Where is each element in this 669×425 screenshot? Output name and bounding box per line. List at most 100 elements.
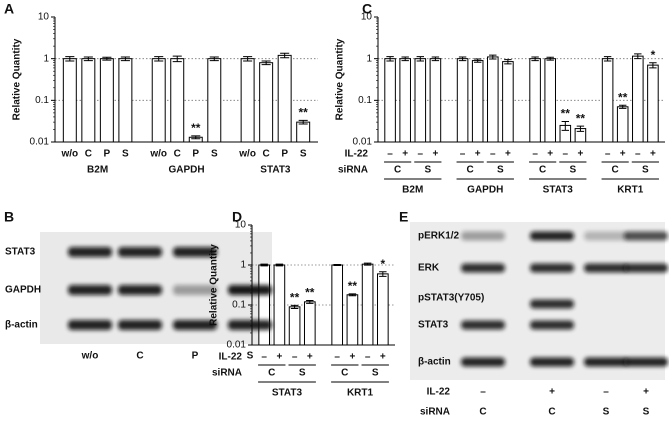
sirna-label: C bbox=[548, 407, 555, 418]
sirna-label: S bbox=[299, 368, 306, 379]
il22-label: + bbox=[547, 149, 553, 160]
il22-label: + bbox=[432, 149, 438, 160]
blot-band bbox=[118, 247, 162, 257]
blot-row-label: ERK bbox=[418, 263, 440, 274]
blot-band bbox=[173, 285, 217, 295]
error-bar bbox=[619, 104, 627, 109]
error-bar bbox=[473, 58, 482, 63]
error-bar bbox=[191, 135, 201, 140]
y-axis-label: Relative Quantity bbox=[209, 244, 220, 326]
row-label: IL-22 bbox=[219, 352, 243, 363]
il22-label: – bbox=[418, 149, 424, 160]
blot-band bbox=[173, 247, 217, 257]
il22-label: – bbox=[563, 149, 569, 160]
bar bbox=[331, 264, 344, 346]
row-label: siRNA bbox=[338, 165, 368, 176]
error-bar bbox=[120, 56, 130, 62]
bar bbox=[529, 58, 541, 143]
il22-label: – bbox=[603, 387, 609, 398]
blot-band bbox=[68, 247, 112, 257]
bar bbox=[544, 58, 556, 143]
group-label: GAPDH bbox=[168, 165, 204, 176]
bar bbox=[632, 55, 644, 143]
error-bar bbox=[298, 119, 308, 125]
blot-band bbox=[228, 285, 272, 295]
panel-label: D bbox=[232, 209, 242, 225]
bar bbox=[377, 273, 389, 346]
row-label: IL-22 bbox=[345, 149, 369, 160]
error-bar bbox=[363, 262, 372, 266]
error-bar bbox=[649, 62, 657, 69]
il22-label: + bbox=[402, 149, 408, 160]
significance: * bbox=[651, 48, 656, 62]
significance: ** bbox=[290, 291, 300, 305]
bar bbox=[456, 58, 469, 143]
blot-row-label: STAT3 bbox=[5, 247, 36, 258]
bar bbox=[81, 58, 96, 143]
bar bbox=[277, 54, 292, 143]
x-tick-label: P bbox=[192, 149, 199, 160]
sirna-label: S bbox=[642, 165, 649, 176]
significance: * bbox=[380, 257, 385, 271]
significance: ** bbox=[618, 90, 628, 104]
significance: ** bbox=[576, 111, 586, 125]
bar bbox=[62, 58, 77, 143]
lane-label: S bbox=[247, 351, 254, 362]
bar bbox=[346, 294, 359, 346]
x-tick-label: P bbox=[281, 149, 288, 160]
blot-band bbox=[530, 320, 574, 330]
sirna-label: C bbox=[612, 165, 619, 176]
blot-band bbox=[461, 231, 505, 241]
bar bbox=[399, 58, 411, 143]
row-label: siRNA bbox=[212, 368, 242, 379]
il22-label: + bbox=[505, 149, 511, 160]
il22-label: + bbox=[577, 149, 583, 160]
blot-row-label: GAPDH bbox=[5, 285, 41, 296]
row-label: IL-22 bbox=[427, 387, 451, 398]
x-tick-label: w/o bbox=[149, 149, 167, 160]
blot-band bbox=[584, 263, 628, 273]
blot-row-label: pERK1/2 bbox=[418, 231, 460, 242]
error-bar bbox=[260, 263, 268, 267]
bar bbox=[118, 58, 133, 143]
il22-label: + bbox=[349, 352, 355, 363]
error-bar bbox=[261, 60, 271, 66]
lane-label: C bbox=[136, 351, 143, 362]
sirna-label: C bbox=[467, 165, 474, 176]
il22-label: – bbox=[261, 352, 267, 363]
blot-band bbox=[228, 320, 272, 330]
error-bar bbox=[348, 293, 357, 297]
sirna-label: S bbox=[570, 165, 577, 176]
error-bar bbox=[603, 56, 612, 62]
sirna-label: C bbox=[268, 368, 275, 379]
sirna-label: C bbox=[394, 165, 401, 176]
blot-band bbox=[118, 320, 162, 330]
blot-row-label: STAT3 bbox=[418, 320, 449, 331]
il22-label: + bbox=[276, 352, 282, 363]
blot-band bbox=[173, 320, 217, 330]
il22-label: – bbox=[532, 149, 538, 160]
blot-row-label: pSTAT3(Y705) bbox=[418, 293, 484, 304]
significance: ** bbox=[191, 121, 201, 135]
x-tick-label: w/o bbox=[238, 149, 256, 160]
il22-label: + bbox=[643, 387, 649, 398]
error-bar bbox=[401, 56, 409, 62]
lane-label: w/o bbox=[81, 351, 99, 362]
group-label: STAT3 bbox=[260, 165, 291, 176]
bar bbox=[303, 301, 316, 346]
il22-label: + bbox=[650, 149, 656, 160]
error-bar bbox=[416, 56, 424, 62]
error-bar bbox=[102, 56, 112, 61]
blot-band bbox=[68, 320, 112, 330]
sirna-label: S bbox=[643, 407, 650, 418]
sirna-label: S bbox=[603, 407, 610, 418]
y-tick-label: 0.01 bbox=[227, 340, 247, 351]
il22-label: + bbox=[380, 352, 386, 363]
y-tick-label: 0.01 bbox=[353, 137, 373, 148]
y-tick-label: 0.01 bbox=[30, 137, 50, 148]
error-bar bbox=[386, 56, 394, 62]
x-tick-label: S bbox=[300, 149, 307, 160]
significance: ** bbox=[348, 279, 358, 293]
y-tick-label: 10 bbox=[361, 12, 373, 23]
